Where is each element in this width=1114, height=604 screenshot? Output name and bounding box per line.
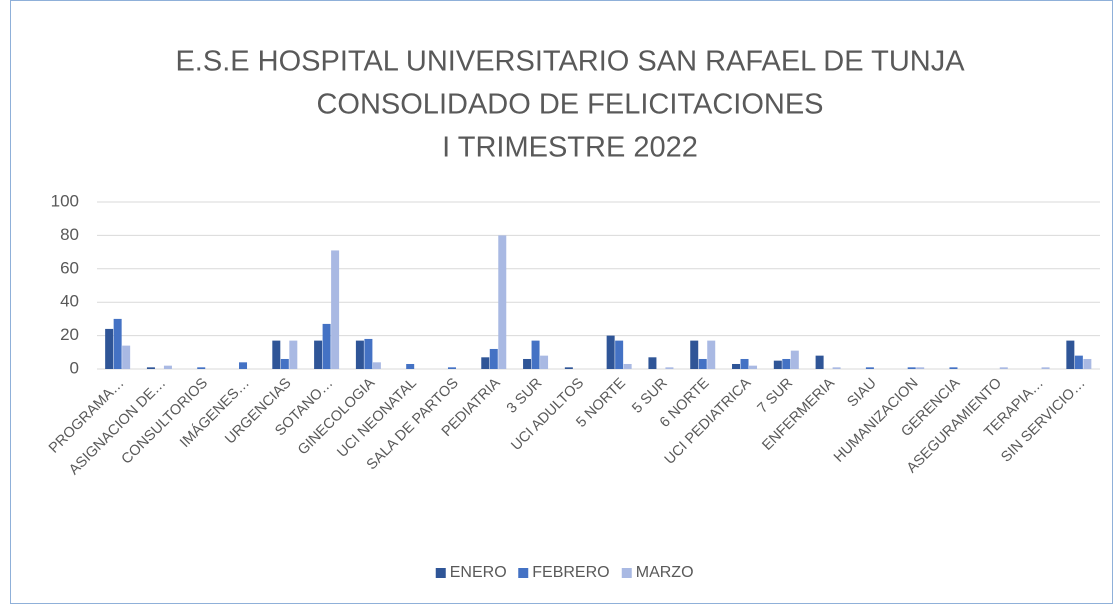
bar: [523, 358, 532, 369]
bar: [322, 323, 331, 369]
bar: [690, 340, 699, 369]
bar: [197, 367, 206, 369]
y-tick-label: 100: [51, 191, 79, 210]
y-tick-label: 60: [60, 258, 79, 277]
bar: [163, 365, 172, 369]
y-tick-label: 80: [60, 225, 79, 244]
bar: [531, 340, 540, 369]
bar: [623, 363, 632, 369]
bar: [372, 362, 381, 369]
bar: [406, 363, 415, 369]
bar: [540, 355, 549, 369]
bar: [498, 235, 507, 369]
bar: [272, 340, 281, 369]
bar: [665, 367, 674, 369]
bar: [949, 367, 958, 369]
bar: [773, 360, 782, 369]
legend-swatch: [518, 568, 529, 578]
bar: [790, 350, 799, 369]
bar: [707, 340, 716, 369]
legend-swatch: [621, 568, 632, 578]
bar: [314, 340, 323, 369]
bar: [615, 340, 624, 369]
bar: [740, 358, 749, 369]
bar: [732, 363, 741, 369]
bar: [355, 340, 364, 369]
bar: [146, 367, 155, 369]
bar: [1074, 355, 1083, 369]
bar: [331, 250, 340, 369]
y-tick-label: 0: [70, 358, 79, 377]
legend-label: FEBRERO: [532, 564, 609, 581]
bar: [815, 355, 824, 369]
bar: [105, 328, 114, 369]
bar: [113, 318, 122, 369]
bar: [280, 358, 289, 369]
legend-label: ENERO: [450, 564, 507, 581]
bar: [907, 367, 916, 369]
y-tick-label: 20: [60, 325, 79, 344]
bar: [564, 367, 573, 369]
bar: [865, 367, 874, 369]
chart-title: I TRIMESTRE 2022: [442, 132, 698, 164]
bar: [832, 367, 841, 369]
legend-swatch: [435, 568, 446, 578]
y-tick-label: 40: [60, 292, 79, 311]
bar: [782, 358, 791, 369]
bar: [122, 345, 131, 369]
bar: [481, 357, 490, 369]
bar: [648, 357, 657, 369]
bar: [289, 340, 298, 369]
bar: [999, 367, 1008, 369]
bar: [916, 367, 925, 369]
bar: [364, 338, 373, 369]
bar: [1041, 367, 1050, 369]
bar: [447, 367, 456, 369]
legend-label: MARZO: [636, 564, 694, 581]
chart-title: CONSOLIDADO DE FELICITACIONES: [316, 89, 823, 121]
bar: [749, 365, 758, 369]
bar: [1083, 358, 1092, 369]
bar: [698, 358, 707, 369]
bar: [606, 335, 615, 369]
chart-title: E.S.E HOSPITAL UNIVERSITARIO SAN RAFAEL …: [175, 46, 965, 78]
bar: [489, 348, 498, 369]
bar: [239, 362, 248, 369]
bar: [1066, 340, 1075, 369]
